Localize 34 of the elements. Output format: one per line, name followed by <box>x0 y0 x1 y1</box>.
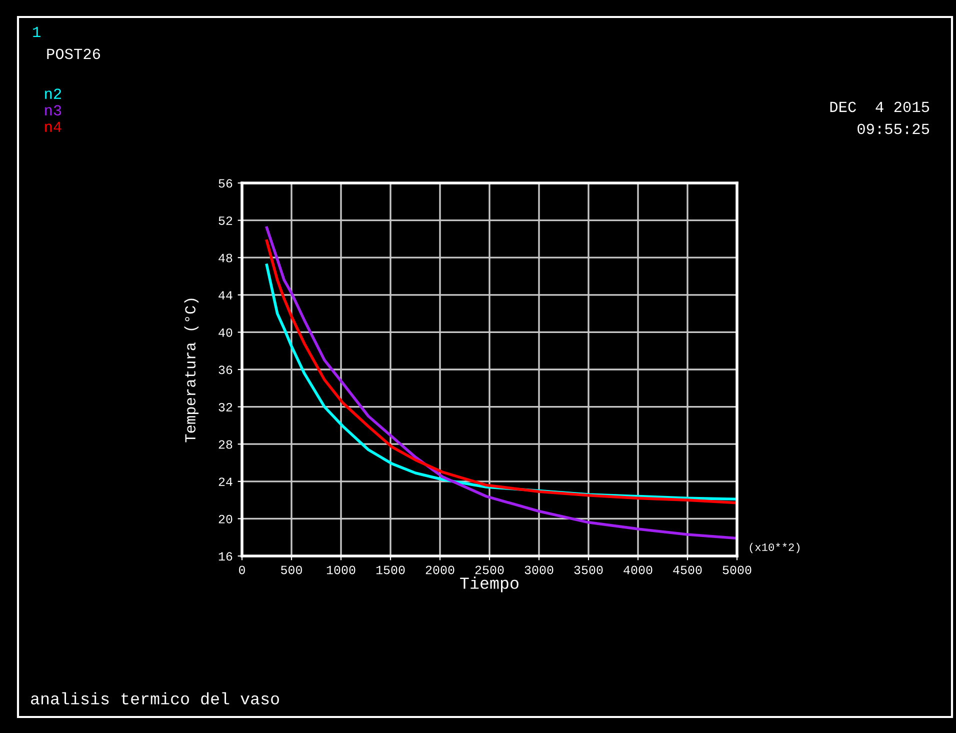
y-tick-label: 44 <box>218 291 232 300</box>
x-tick-label: 4500 <box>673 566 702 574</box>
y-tick-label: 36 <box>218 366 232 374</box>
y-tick-label: 20 <box>218 514 232 524</box>
x-tick-label: 2000 <box>426 566 454 574</box>
text: n3 <box>45 105 62 116</box>
text: n4 <box>45 122 62 132</box>
text: (x10**2) <box>750 542 800 554</box>
y-tick-label: 52 <box>218 216 232 225</box>
y-tick-label: 32 <box>218 402 232 412</box>
x-tick-label: 4000 <box>624 566 652 574</box>
x-tick-label: 1500 <box>376 566 405 574</box>
text: DEC 4 2015 <box>830 102 930 112</box>
line-series <box>265 226 737 540</box>
x-tick-label: 5000 <box>722 566 752 574</box>
y-tick-label: 16 <box>218 552 232 561</box>
x-tick-label: 500 <box>281 566 302 574</box>
text: n2 <box>45 88 62 99</box>
x-tick-label: 1000 <box>326 566 356 574</box>
text: analisis termico del vaso <box>31 692 279 705</box>
y-tick-label: 28 <box>218 440 232 449</box>
y-tick-label: 24 <box>218 478 232 486</box>
y-axis-title: Temperatura (°C) <box>184 298 199 442</box>
text: 1 <box>33 26 40 37</box>
x-tick-label: 3500 <box>574 566 603 574</box>
x-tick-label: 3000 <box>524 566 554 574</box>
x-tick-label: 0 <box>239 566 245 574</box>
y-tick-label: 40 <box>218 328 232 337</box>
y-tick-label: 48 <box>218 254 232 262</box>
text: 09:55:25 <box>858 124 930 134</box>
x-axis-title: Tiempo <box>460 576 518 592</box>
y-tick-label: 56 <box>218 179 232 188</box>
text: POST26 <box>47 48 100 60</box>
x-tick-label: 2500 <box>475 566 504 574</box>
